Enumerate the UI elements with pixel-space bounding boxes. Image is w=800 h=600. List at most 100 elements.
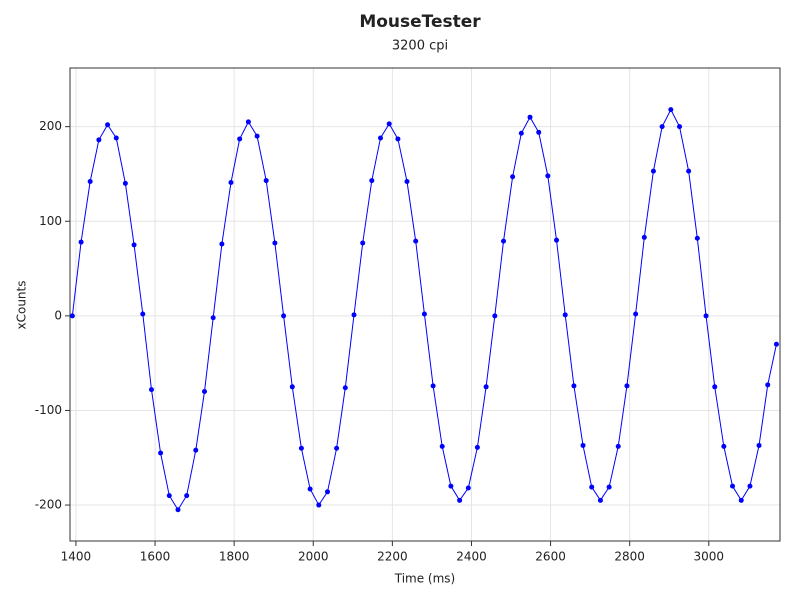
data-point [545,173,551,179]
y-tick-label: 0 [54,308,62,322]
data-point [193,447,199,453]
data-point [122,180,128,186]
data-point [492,313,498,319]
data-point [562,312,568,318]
x-tick-label: 2400 [456,550,487,564]
data-point [166,493,172,499]
data-point [237,136,243,142]
data-point [87,179,93,185]
y-tick-label: -200 [35,498,62,512]
data-point [378,135,384,141]
data-point [324,489,330,495]
data-point [369,178,375,184]
data-point [289,384,295,390]
data-point [721,443,727,449]
data-point [421,311,427,317]
data-point [140,311,146,317]
y-tick-label: 200 [39,119,62,133]
x-axis-label: Time (ms) [394,572,456,586]
data-point [360,240,366,246]
data-point [210,315,216,321]
chart-subtitle: 3200 cpi [392,39,448,54]
data-point [96,137,102,143]
data-point [316,502,322,508]
data-point [386,121,392,127]
data-point [413,238,419,244]
chart-title: MouseTester [359,12,481,32]
data-point [518,130,524,136]
x-tick-label: 1600 [140,550,171,564]
data-point [510,174,516,180]
data-point [773,341,779,347]
data-point [668,107,674,113]
x-tick-label: 1400 [61,550,92,564]
data-point [483,384,489,390]
data-point [686,168,692,174]
x-tick-label: 2000 [298,550,329,564]
data-point [175,507,181,513]
data-point [245,119,251,125]
data-point [307,486,313,492]
data-point [334,445,340,451]
x-tick-label: 2600 [535,550,566,564]
data-point [131,242,137,248]
data-point [105,122,111,128]
data-point [465,485,471,491]
data-point [765,382,771,388]
data-point [439,443,445,449]
data-point [448,483,454,489]
data-point [606,484,612,490]
x-tick-label: 1800 [219,550,250,564]
data-point [580,442,586,448]
data-point [404,179,410,185]
data-point [158,450,164,456]
data-point [633,311,639,317]
data-point [474,444,480,450]
data-point [395,136,401,142]
data-point [184,493,190,499]
data-point [712,384,718,390]
series-line [71,108,777,511]
data-point [527,114,533,120]
data-point [659,124,665,130]
data-point [756,442,762,448]
y-axis-label: xCounts [15,281,29,330]
data-point [650,168,656,174]
x-tick-label: 2200 [377,550,408,564]
data-point [641,234,647,240]
data-point [201,389,207,395]
data-point [148,387,154,393]
data-point [747,483,753,489]
data-point [272,240,278,246]
x-tick-label: 3000 [694,550,725,564]
y-tick-label: -100 [35,403,62,417]
data-point [113,135,119,141]
data-point [536,129,542,135]
data-point [677,124,683,130]
data-point [624,383,630,389]
data-point [78,239,84,245]
data-point [589,484,595,490]
data-point [219,241,225,247]
data-point [694,235,700,241]
y-tick-label: 100 [39,214,62,228]
data-point [298,445,304,451]
plot-frame [69,67,781,542]
data-point [263,178,269,184]
data-point [571,383,577,389]
data-point [69,313,75,319]
data-point [342,385,348,391]
data-point [351,312,357,318]
data-point [228,179,234,185]
data-point [730,483,736,489]
data-point [703,313,709,319]
data-point [615,443,621,449]
data-point [430,383,436,389]
data-point [457,497,463,503]
data-point [554,237,560,243]
data-point [501,238,507,244]
data-point [254,133,260,139]
data-point [281,313,287,319]
data-point [597,497,603,503]
